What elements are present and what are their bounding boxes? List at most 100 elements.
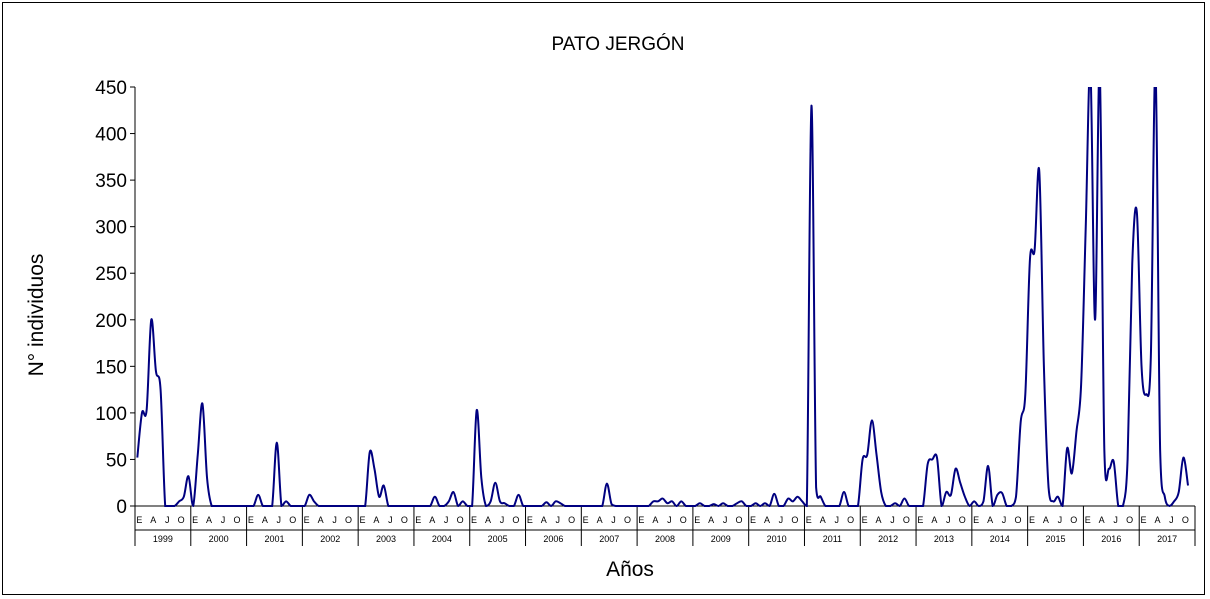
month-tick-label: A [541,515,547,525]
year-tick-label: 2000 [209,534,229,544]
month-tick-label: A [708,515,714,525]
month-tick-label: J [779,515,784,525]
month-tick-label: O [680,515,687,525]
y-tick-label: 200 [95,311,127,332]
y-axis: 0 50 100 150 200 250 300 350 400 450 [95,78,136,518]
month-tick-label: A [987,515,993,525]
y-tick-label: 350 [95,171,127,192]
y-tick-label: 0 [116,497,127,518]
y-tick-label: 150 [95,357,127,378]
month-tick-label: O [903,515,910,525]
month-tick-label: A [318,515,324,525]
month-tick-label: O [736,515,743,525]
month-tick-label: J [277,515,282,525]
y-tick-label: 100 [95,404,127,425]
month-tick-label: O [178,515,185,525]
month-tick-label: J [165,515,170,525]
year-tick-label: 2014 [990,534,1010,544]
month-tick-label: O [512,515,519,525]
month-tick-label: E [973,515,979,525]
month-tick-label: A [429,515,435,525]
year-tick-label: 2016 [1101,534,1121,544]
month-tick-label: A [764,515,770,525]
plot-area [136,87,1190,508]
month-tick-label: J [555,515,560,525]
y-tick-label: 250 [95,264,127,285]
year-tick-label: 2003 [376,534,396,544]
month-tick-label: O [233,515,240,525]
month-tick-label: E [862,515,868,525]
month-tick-label: O [568,515,575,525]
month-tick-label: E [248,515,254,525]
year-tick-label: 2008 [655,534,675,544]
month-tick-label: A [1043,515,1049,525]
month-tick-label: E [304,515,310,525]
month-tick-label: A [597,515,603,525]
month-tick-label: J [723,515,728,525]
month-tick-label: O [1126,515,1133,525]
month-tick-label: A [150,515,156,525]
month-tick-label: J [500,515,505,525]
month-tick-label: J [332,515,337,525]
month-tick-label: E [583,515,589,525]
y-axis-title: N° individuos [25,254,48,377]
month-tick-label: J [388,515,393,525]
month-tick-label: E [750,515,756,525]
month-tick-label: E [527,515,533,525]
month-tick-label: O [791,515,798,525]
month-tick-label: E [359,515,365,525]
year-tick-label: 1999 [153,534,173,544]
y-tick-label: 400 [95,125,127,146]
y-tick-label: 50 [106,450,127,471]
chart-title: PATO JERGÓN [551,33,684,55]
y-tick-label: 450 [95,78,127,99]
year-tick-label: 2011 [823,534,842,544]
month-tick-label: J [1169,515,1174,525]
month-tick-label: J [1113,515,1118,525]
month-tick-label: A [1154,515,1160,525]
month-tick-label: A [652,515,658,525]
year-tick-label: 2007 [599,534,619,544]
year-tick-label: 2004 [432,534,452,544]
month-tick-label: J [611,515,616,525]
x-axis-title: Años [606,558,654,581]
month-tick-label: E [1141,515,1147,525]
year-tick-label: 2002 [320,534,340,544]
month-tick-label: E [415,515,421,525]
month-tick-label: A [206,515,212,525]
month-tick-label: O [624,515,631,525]
month-tick-label: O [1015,515,1022,525]
line-chart: PATO JERGÓN N° individuos Años 0 50 100 150… [25,33,1196,581]
month-tick-label: J [890,515,895,525]
month-tick-label: E [638,515,644,525]
month-tick-label: E [806,515,812,525]
year-tick-label: 2009 [711,534,731,544]
month-tick-label: O [345,515,352,525]
year-tick-label: 2015 [1046,534,1066,544]
month-tick-label: A [820,515,826,525]
month-tick-label: O [457,515,464,525]
year-tick-label: 2006 [543,534,563,544]
month-tick-label: E [1029,515,1035,525]
month-tick-label: E [471,515,477,525]
month-tick-label: A [373,515,379,525]
month-tick-label: O [847,515,854,525]
month-tick-label: E [694,515,700,525]
year-tick-label: 2013 [934,534,954,544]
month-tick-label: J [221,515,226,525]
month-tick-label: O [401,515,408,525]
month-tick-label: O [289,515,296,525]
year-tick-label: 2017 [1157,534,1177,544]
month-tick-label: J [667,515,672,525]
month-tick-label: E [917,515,923,525]
month-tick-label: J [834,515,839,525]
month-tick-label: O [959,515,966,525]
year-tick-label: 2010 [767,534,787,544]
month-tick-label: O [1070,515,1077,525]
month-tick-label: E [192,515,198,525]
month-tick-label: A [262,515,268,525]
month-tick-label: A [931,515,937,525]
month-tick-label: E [1085,515,1091,525]
series-line [136,87,1190,508]
